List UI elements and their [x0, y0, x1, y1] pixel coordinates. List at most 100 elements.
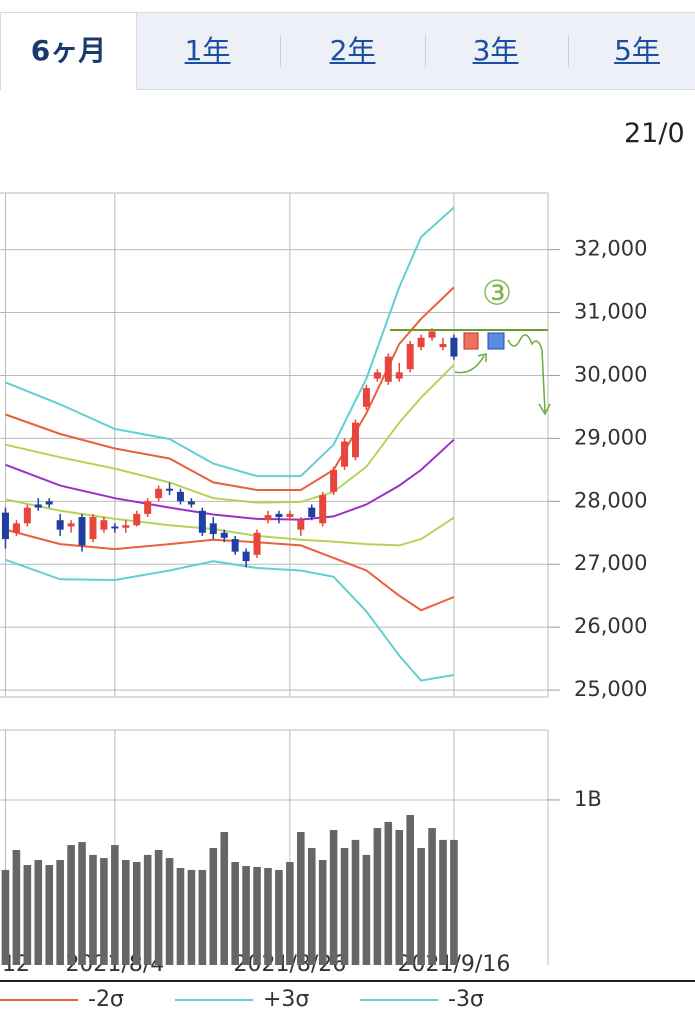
band-line	[5, 438, 455, 521]
candle-body	[23, 507, 31, 524]
candle-body	[297, 520, 305, 530]
candle-body	[34, 504, 42, 508]
volume-bar	[439, 839, 447, 965]
volume-bar	[89, 854, 97, 965]
arrow	[454, 353, 487, 374]
candle-body	[187, 501, 195, 505]
candle-body	[100, 520, 108, 530]
volume-bar	[362, 854, 371, 965]
annotation: ③	[390, 274, 551, 416]
volume-bar	[154, 849, 163, 965]
legend-label: -3σ	[448, 987, 484, 1012]
candle-body	[384, 356, 392, 382]
candle-body	[450, 337, 458, 357]
tab[interactable]: 6ヶ月	[0, 13, 137, 90]
volume-bar	[395, 830, 404, 965]
y-tick-label: 27,000	[574, 551, 647, 575]
volume-bar	[132, 862, 141, 965]
volume-bar	[351, 839, 360, 965]
volume-bar	[12, 849, 21, 965]
candle-body	[351, 422, 359, 458]
candle-body	[67, 523, 75, 527]
volume-bar	[450, 839, 458, 965]
y-tick-label: 26,000	[574, 614, 647, 638]
volume-bar	[307, 847, 316, 965]
band-line	[5, 498, 455, 547]
volume-bar	[275, 869, 283, 965]
y-tick-label: 31,000	[574, 300, 647, 324]
y-tick-label: 29,000	[574, 425, 647, 449]
band-line	[5, 286, 455, 491]
candle-body	[417, 337, 425, 348]
candle-body	[428, 331, 436, 338]
candle-body	[330, 469, 338, 492]
volume-bar	[373, 828, 382, 965]
candle-body	[89, 517, 97, 540]
volume-bar	[318, 860, 327, 965]
tab[interactable]: 2年	[329, 34, 376, 67]
tab[interactable]: 3年	[472, 34, 519, 67]
arrow	[507, 334, 551, 416]
y-tick-label: 30,000	[574, 362, 647, 386]
y-tick-label: 32,000	[574, 237, 647, 261]
volume-bar	[45, 864, 54, 965]
volume-bar	[198, 869, 207, 965]
volume-bar	[67, 845, 75, 965]
candle-body	[439, 344, 447, 348]
candle-body	[308, 507, 316, 518]
candle-body	[373, 372, 381, 379]
tab[interactable]: 5年	[614, 34, 660, 67]
candle-body	[264, 515, 272, 521]
y-tick-label: 28,000	[574, 488, 647, 512]
volume-bar	[286, 862, 294, 965]
icon	[463, 332, 479, 350]
candle-body	[133, 513, 141, 526]
candle-body	[275, 513, 283, 518]
volume-bar	[143, 854, 152, 965]
volume-bar	[1, 869, 10, 965]
volume-bar	[406, 814, 414, 965]
volume-bar	[111, 845, 119, 965]
candle-body	[198, 510, 206, 533]
candle-body	[395, 372, 403, 379]
candle-body	[220, 532, 228, 538]
candle-body	[253, 532, 261, 555]
candle-body	[362, 388, 370, 407]
volume-bar	[417, 847, 425, 965]
volume-bar	[264, 867, 272, 965]
tab[interactable]: 1年	[184, 34, 231, 67]
volume-bar	[384, 821, 393, 965]
candle-body	[155, 488, 163, 499]
band-line	[5, 558, 455, 682]
candle-body	[406, 344, 414, 370]
icon	[487, 332, 505, 350]
volume-bar	[231, 862, 239, 965]
volume-bar	[220, 831, 229, 965]
volume-bar	[34, 860, 43, 965]
band-line	[5, 364, 455, 504]
volume-bar	[56, 860, 64, 965]
y-tick-label: 1B	[574, 787, 602, 811]
separator	[425, 35, 426, 67]
volume-bar	[121, 860, 130, 965]
candle-body	[1, 512, 9, 540]
volume-bar	[100, 858, 108, 965]
separator	[280, 35, 281, 67]
volume-bar	[187, 869, 196, 965]
volume-bar	[23, 864, 32, 965]
volume-bar	[428, 828, 436, 965]
period-tabs: 6ヶ月 1年 2年 3年 5年	[0, 12, 695, 90]
volume-bar	[209, 847, 218, 965]
candle-body	[78, 517, 86, 546]
volume-bar	[165, 858, 174, 965]
band-line	[5, 206, 455, 478]
volume-bar	[78, 842, 86, 965]
candle-body	[45, 501, 53, 505]
candle-body	[56, 520, 64, 530]
y-tick-label: 25,000	[574, 677, 647, 701]
date-label: 21/0	[624, 118, 685, 149]
candle-body	[286, 513, 294, 518]
candle-body	[12, 523, 20, 533]
